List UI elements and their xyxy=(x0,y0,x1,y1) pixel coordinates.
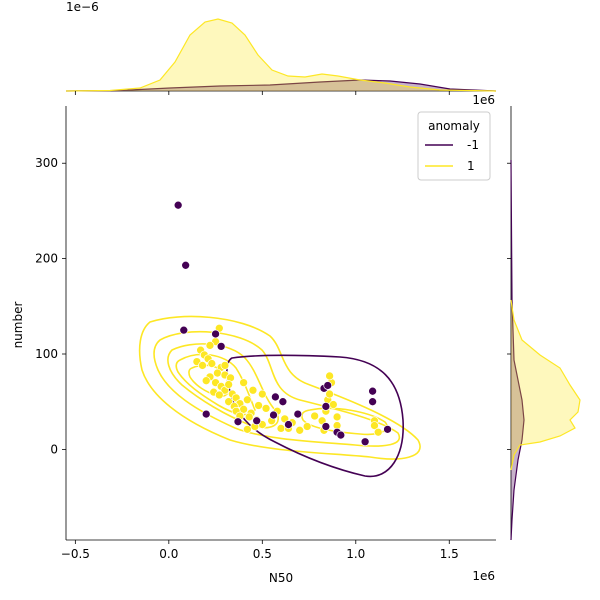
legend-title: anomaly xyxy=(428,119,480,133)
x-tick-label-0: −0.5 xyxy=(61,547,90,561)
scatter-point-neg-1 xyxy=(181,260,191,270)
scatter-point-pos-22 xyxy=(224,397,234,407)
main-plot: −0.5 0.0 0.5 1.0 1.5 0 100 200 300 xyxy=(35,91,511,561)
scatter-point-pos-24 xyxy=(242,395,252,405)
top-kde-pos-line xyxy=(65,18,497,92)
scatter-point-pos-59 xyxy=(220,361,230,370)
scatter-point-neg-22 xyxy=(383,425,392,434)
scatter-points xyxy=(173,200,392,447)
scatter-point-neg-9 xyxy=(271,392,280,402)
scatter-point-pos-54 xyxy=(373,427,383,437)
scatter-point-pos-8 xyxy=(198,361,207,370)
right-marginal-offset-label: 1e6 xyxy=(472,93,495,107)
scatter-point-pos-29 xyxy=(261,404,271,413)
scatter-point-neg-15 xyxy=(321,402,331,411)
top-kde-pos-fill xyxy=(66,19,496,91)
scatter-point-neg-0 xyxy=(173,200,183,210)
scatter-point-pos-53 xyxy=(370,421,379,430)
scatter-point-pos-40 xyxy=(295,425,305,435)
legend-label-pos: 1 xyxy=(467,159,475,173)
scatter-point-neg-11 xyxy=(284,420,293,429)
scatter-point-neg-10 xyxy=(278,397,288,407)
scatter-point-neg-18 xyxy=(336,430,346,440)
y-tick-label-3: 300 xyxy=(35,156,58,170)
y-tick-label-2: 200 xyxy=(35,252,58,266)
right-kde-neg-line xyxy=(510,159,525,541)
x-axis-label: N50 xyxy=(269,571,293,585)
scatter-point-neg-5 xyxy=(201,409,211,419)
y-tick-label-1: 100 xyxy=(35,347,58,361)
x-axis-offset-label: 1e6 xyxy=(472,569,495,583)
kde-contour-pos-3 xyxy=(167,343,279,429)
right-kde-pos-line xyxy=(510,299,581,471)
scatter-point-pos-6 xyxy=(207,359,217,368)
kde-contour-pos-6 xyxy=(301,407,388,436)
scatter-point-pos-55 xyxy=(224,380,234,389)
right-kde-pos-fill xyxy=(511,300,580,470)
scatter-point-pos-48 xyxy=(325,371,334,381)
scatter-point-pos-58 xyxy=(257,389,267,399)
x-tick-label-1: 0.0 xyxy=(159,547,178,561)
x-axis-ticks: −0.5 0.0 0.5 1.0 1.5 xyxy=(61,91,459,561)
scatter-point-neg-2 xyxy=(179,325,189,335)
top-marginal-axis xyxy=(65,18,497,92)
scatter-point-pos-41 xyxy=(302,422,312,431)
scatter-point-pos-21 xyxy=(214,390,224,400)
scatter-point-neg-3 xyxy=(211,329,220,339)
scatter-point-pos-2 xyxy=(205,341,215,350)
scatter-point-neg-14 xyxy=(323,381,333,390)
y-axis-label: number xyxy=(11,302,25,349)
scatter-point-pos-10 xyxy=(213,368,222,378)
legend: anomaly -1 1 xyxy=(417,111,491,181)
top-marginal-offset-label: 1e−6 xyxy=(66,0,99,14)
kde-contour-pos-outer xyxy=(138,315,421,460)
scatter-point-neg-7 xyxy=(252,416,262,426)
scatter-point-pos-49 xyxy=(328,400,338,409)
right-marginal-axis xyxy=(510,106,581,541)
kde-contour-pos-2 xyxy=(153,330,401,447)
scatter-point-neg-12 xyxy=(293,409,303,419)
scatter-point-neg-4 xyxy=(216,342,226,351)
x-tick-label-4: 1.5 xyxy=(440,547,459,561)
x-tick-label-3: 1.0 xyxy=(346,547,365,561)
scatter-point-neg-6 xyxy=(233,417,243,427)
scatter-point-pos-46 xyxy=(325,389,334,399)
scatter-point-pos-57 xyxy=(248,385,258,395)
scatter-point-pos-42 xyxy=(310,411,320,421)
x-tick-label-2: 0.5 xyxy=(253,547,272,561)
scatter-point-neg-20 xyxy=(368,386,377,396)
scatter-point-pos-31 xyxy=(244,412,254,422)
scatter-point-pos-37 xyxy=(276,424,286,433)
scatter-point-neg-16 xyxy=(321,422,331,431)
scatter-point-pos-14 xyxy=(201,376,211,386)
scatter-point-neg-8 xyxy=(269,410,278,420)
scatter-point-pos-50 xyxy=(332,412,342,422)
scatter-point-pos-28 xyxy=(254,401,263,410)
y-tick-label-0: 0 xyxy=(50,442,58,456)
kde-contours-pos xyxy=(138,315,421,460)
scatter-point-pos-36 xyxy=(242,425,252,434)
legend-label-neg: -1 xyxy=(467,138,479,152)
scatter-point-neg-19 xyxy=(360,437,370,447)
scatter-point-neg-21 xyxy=(368,397,377,407)
y-axis-ticks: 0 100 200 300 xyxy=(35,156,511,456)
scatter-point-pos-56 xyxy=(239,378,248,387)
legend-box xyxy=(417,111,491,181)
top-kde-neg-line xyxy=(65,79,497,92)
